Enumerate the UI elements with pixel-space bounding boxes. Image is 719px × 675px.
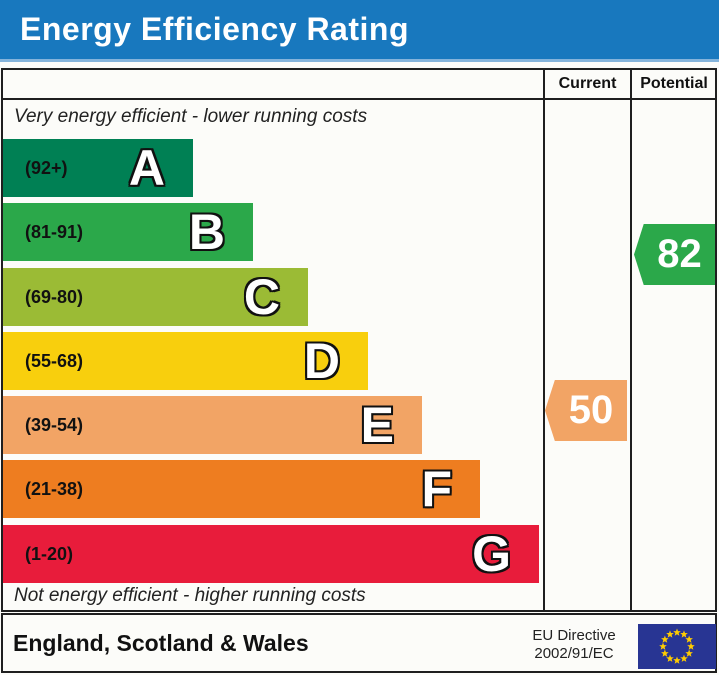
band-range-label: (92+): [25, 157, 68, 178]
potential-column-divider: [630, 68, 632, 612]
band-range-label: (21-38): [25, 478, 84, 499]
band-letter: C: [243, 269, 280, 325]
header-row-divider: [1, 98, 717, 100]
potential-rating-arrow: 82: [634, 224, 715, 285]
band-e: (39-54) E: [3, 396, 422, 454]
title-bar: Energy Efficiency Rating: [0, 0, 719, 62]
band-b: (81-91) B: [3, 203, 253, 261]
region-label: England, Scotland & Wales: [13, 630, 309, 656]
footer-bar: England, Scotland & Wales EU Directive 2…: [1, 613, 717, 673]
band-f: (21-38) F: [3, 460, 480, 518]
eu-directive-line2: 2002/91/EC: [534, 645, 614, 662]
band-range-label: (1-20): [25, 543, 74, 564]
band-letter: F: [421, 461, 452, 517]
band-c: (69-80) C: [3, 268, 308, 326]
eu-flag-icon: [638, 624, 716, 669]
potential-rating-value: 82: [657, 232, 702, 276]
band-letter: D: [303, 333, 340, 389]
current-rating-value: 50: [568, 388, 614, 432]
band-letter: E: [360, 397, 394, 453]
band-a: (92+) A: [3, 139, 193, 197]
band-range-label: (81-91): [25, 221, 84, 242]
rating-table-border: [1, 68, 717, 612]
top-note: Very energy efficient - lower running co…: [14, 106, 368, 127]
eu-directive-label: EU Directive 2002/91/EC: [511, 627, 637, 663]
eu-directive-line1: EU Directive: [532, 627, 616, 644]
potential-column-header: Potential: [640, 75, 708, 92]
band-range-label: (69-80): [25, 286, 84, 307]
current-column-divider: [543, 68, 545, 612]
band-letter: A: [128, 140, 165, 196]
current-column-header: Current: [558, 75, 617, 92]
band-g: (1-20) G: [3, 525, 539, 583]
bottom-note: Not energy efficient - higher running co…: [14, 585, 366, 606]
band-letter: B: [188, 204, 225, 260]
band-range-label: (39-54): [25, 414, 84, 435]
band-letter: G: [472, 526, 511, 582]
page-title: Energy Efficiency Rating: [20, 11, 409, 47]
band-range-label: (55-68): [25, 350, 84, 371]
band-d: (55-68) D: [3, 332, 368, 390]
current-rating-arrow: 50: [545, 380, 627, 441]
